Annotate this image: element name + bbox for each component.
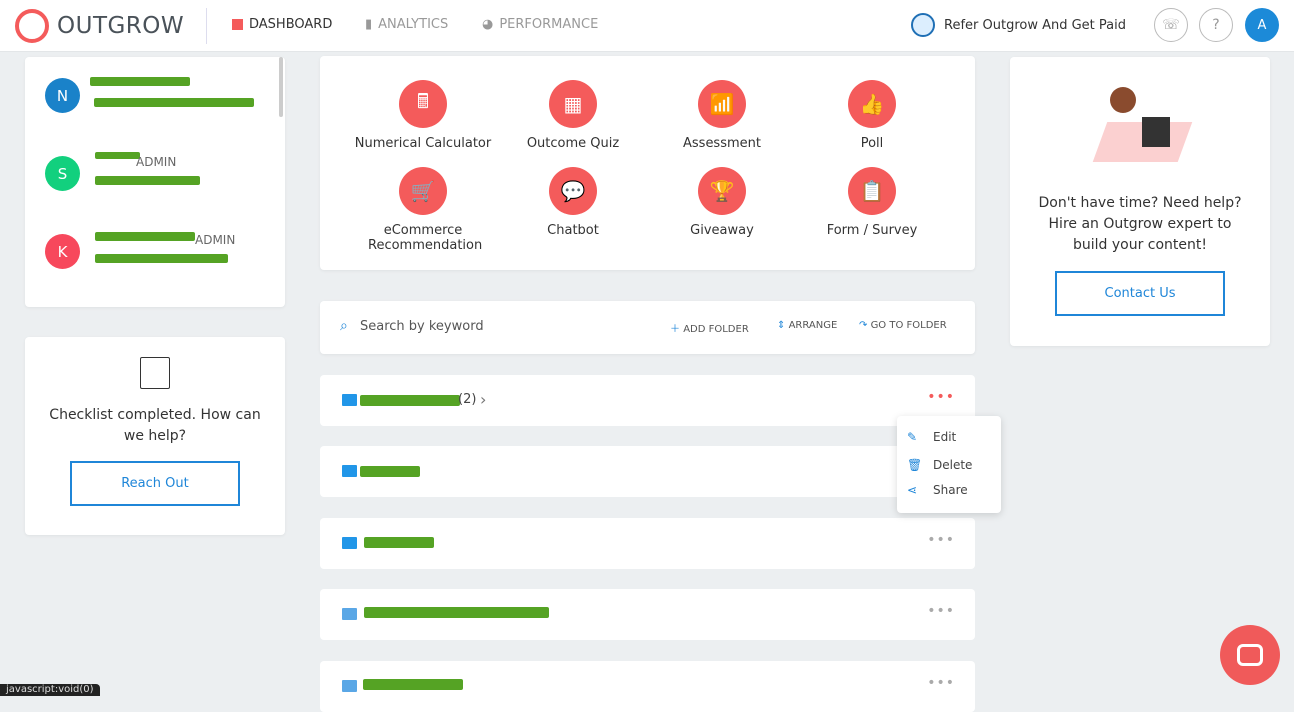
folder-icon <box>342 537 357 549</box>
grid-icon: ▦ <box>549 80 597 128</box>
chat-icon: 💬 <box>549 167 597 215</box>
user-avatar[interactable]: A <box>1245 8 1279 42</box>
folder-row[interactable]: ••• <box>320 661 975 712</box>
refer-link[interactable]: Refer Outgrow And Get Paid <box>911 13 1126 37</box>
illustration <box>1090 77 1193 172</box>
nav-dashboard[interactable]: DASHBOARD <box>232 17 332 32</box>
shared-folder-icon <box>342 680 357 692</box>
template-assessment[interactable]: 📶 Assessment <box>647 80 797 151</box>
dashboard-icon <box>232 19 243 30</box>
template-chatbot[interactable]: 💬 Chatbot <box>498 167 648 238</box>
redacted-folder-name <box>360 395 460 406</box>
pencil-icon: ✎ <box>907 430 918 444</box>
add-folder-button[interactable]: ＋ ADD FOLDER <box>670 324 749 335</box>
redacted-name <box>95 232 195 241</box>
redacted-email <box>94 98 254 107</box>
plus-icon: ＋ <box>670 324 684 335</box>
calculator-icon: 🖩 <box>399 80 447 128</box>
search-bar: ⌕ Search by keyword ＋ ADD FOLDER ⇕ ARRAN… <box>320 301 975 354</box>
share-icon: ⋖ <box>907 483 918 497</box>
search-icon: ⌕ <box>340 318 348 334</box>
phone-button[interactable]: ☏ <box>1154 8 1188 42</box>
template-giveaway[interactable]: 🏆 Giveaway <box>647 167 797 238</box>
contact-us-button[interactable]: Contact Us <box>1055 271 1225 316</box>
more-options-button[interactable]: ••• <box>927 675 955 691</box>
trophy-icon: 🏆 <box>698 167 746 215</box>
menu-share[interactable]: ⋖ Share <box>907 483 968 497</box>
redacted-email <box>95 176 200 185</box>
chat-icon <box>1237 644 1263 666</box>
bar-chart-icon: 📶 <box>698 80 746 128</box>
folder-icon <box>342 465 357 477</box>
trash-icon: 🗑 <box>907 458 923 472</box>
folder-icon <box>342 394 357 406</box>
cart-icon: 🛒 <box>399 167 447 215</box>
template-ecommerce[interactable]: 🛒 eCommerce Recommendation <box>348 167 498 253</box>
chat-launcher-button[interactable] <box>1220 625 1280 685</box>
user-role: ADMIN <box>195 233 236 247</box>
checklist-icon <box>140 357 170 389</box>
redacted-name <box>95 152 140 159</box>
more-options-button[interactable]: ••• <box>927 389 955 405</box>
status-bar-url: javascript:void(0) <box>0 684 100 696</box>
template-numerical-calculator[interactable]: 🖩 Numerical Calculator <box>348 80 498 151</box>
divider <box>206 8 207 44</box>
checklist-text: Checklist completed. How can we help? <box>49 407 261 444</box>
folder-row[interactable]: (2) › ••• <box>320 375 975 426</box>
arrange-icon: ⇕ <box>777 320 789 331</box>
user-item[interactable]: S <box>45 156 80 191</box>
template-poll[interactable]: 👍 Poll <box>797 80 947 151</box>
template-outcome-quiz[interactable]: ▦ Outcome Quiz <box>498 80 648 151</box>
user-item[interactable]: K <box>45 234 80 269</box>
top-header: OUTGROW DASHBOARD ▮ ANALYTICS ◕ PERFORMANC… <box>0 0 1294 52</box>
templates-card: 🖩 Numerical Calculator ▦ Outcome Quiz 📶 Ass… <box>320 56 975 270</box>
redacted-folder-name <box>360 466 420 477</box>
redacted-folder-name <box>364 607 549 618</box>
scrollbar[interactable] <box>279 57 283 117</box>
redacted-folder-name <box>364 537 434 548</box>
thumbs-icon: 👍 <box>848 80 896 128</box>
menu-edit[interactable]: ✎ Edit <box>907 430 957 444</box>
checklist-card: Checklist completed. How can we help? Re… <box>25 337 285 535</box>
more-options-button[interactable]: ••• <box>927 603 955 619</box>
menu-delete[interactable]: 🗑 Delete <box>907 458 973 472</box>
hire-expert-card: Don't have time? Need help? Hire an Outg… <box>1010 57 1270 346</box>
redacted-folder-name <box>363 679 463 690</box>
redo-arrow-icon: ↷ <box>859 320 871 331</box>
go-to-folder-button[interactable]: ↷ GO TO FOLDER <box>859 320 947 331</box>
folder-row[interactable]: ••• <box>320 518 975 569</box>
folder-options-menu: ✎ Edit 🗑 Delete ⋖ Share <box>897 416 1001 513</box>
user-role: ADMIN <box>136 155 177 169</box>
more-options-button[interactable]: ••• <box>927 532 955 548</box>
shared-folder-icon <box>342 608 357 620</box>
chevron-right-icon: › <box>480 390 487 409</box>
folder-row[interactable]: ••• <box>320 589 975 640</box>
globe-icon <box>911 13 935 37</box>
redacted-email <box>95 254 228 263</box>
redacted-name <box>90 77 190 86</box>
logo-icon <box>15 9 49 43</box>
clipboard-icon: 📋 <box>848 167 896 215</box>
help-button[interactable]: ? <box>1199 8 1233 42</box>
arrange-button[interactable]: ⇕ ARRANGE <box>777 320 838 331</box>
help-text: Don't have time? Need help? Hire an Outg… <box>1038 195 1242 253</box>
outgrow-logo[interactable]: OUTGROW <box>15 9 184 43</box>
reach-out-button[interactable]: Reach Out <box>70 461 240 506</box>
template-form-survey[interactable]: 📋 Form / Survey <box>797 167 947 238</box>
folder-count: (2) <box>458 392 477 407</box>
nav-performance[interactable]: ◕ PERFORMANCE <box>482 17 599 32</box>
bar-chart-icon: ▮ <box>365 17 373 32</box>
team-members-card: N S ADMIN K ADMIN <box>25 57 285 307</box>
gauge-icon: ◕ <box>482 17 494 32</box>
nav-analytics[interactable]: ▮ ANALYTICS <box>365 17 449 32</box>
folder-row[interactable]: ••• <box>320 446 975 497</box>
search-input[interactable]: Search by keyword <box>360 319 484 334</box>
user-item[interactable]: N <box>45 78 80 113</box>
